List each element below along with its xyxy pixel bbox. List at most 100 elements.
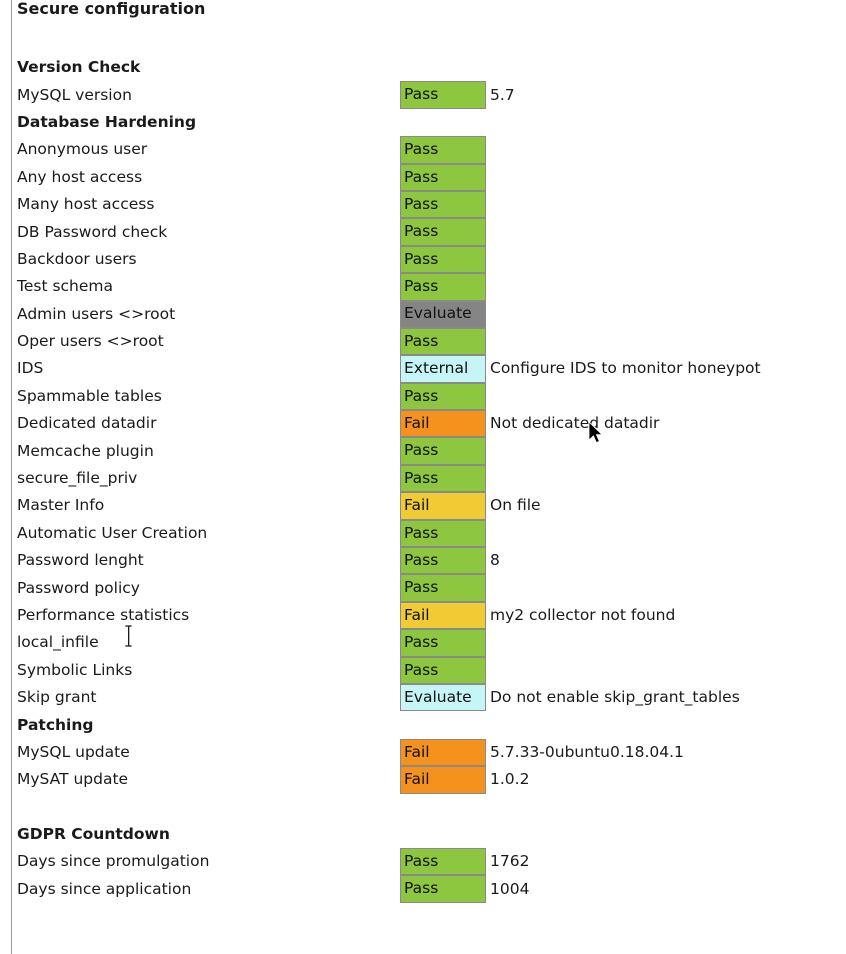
check-label: Any host access — [17, 167, 143, 186]
check-label: IDS — [17, 359, 44, 378]
section-heading-row: Patching — [12, 711, 846, 738]
status-badge: Pass — [400, 847, 486, 876]
status-cell: Pass — [400, 163, 486, 191]
check-label: Test schema — [17, 277, 114, 296]
check-row: Memcache plugin Pass — [12, 437, 846, 465]
check-label: Automatic User Creation — [17, 523, 208, 542]
status-cell: Pass — [400, 273, 486, 301]
check-row: Password policy Pass — [12, 574, 846, 602]
section-heading: Version Check — [17, 58, 141, 77]
check-detail: Do not enable skip_grant_tables — [490, 688, 740, 707]
status-badge: Pass — [400, 382, 486, 411]
check-label: local_infile — [17, 633, 99, 652]
section-heading: Patching — [17, 715, 94, 734]
status-cell: Fail — [400, 738, 486, 767]
status-cell: Pass — [400, 847, 486, 876]
section-heading: Database Hardening — [17, 112, 197, 131]
status-cell: Pass — [400, 190, 486, 219]
check-label: Days since application — [17, 879, 192, 898]
check-detail: 5.7.33-0ubuntu0.18.04.1 — [490, 742, 684, 761]
check-label: Master Info — [17, 496, 105, 515]
check-row: Master Info Fail On file — [12, 492, 846, 520]
check-label: Dedicated datadir — [17, 414, 157, 433]
status-cell: Pass — [400, 382, 486, 411]
status-cell: Pass — [400, 327, 486, 356]
status-badge: Evaluate — [400, 683, 486, 712]
check-row: Oper users <>root Pass — [12, 327, 846, 356]
section-spacer — [12, 794, 846, 821]
status-badge: Evaluate — [400, 300, 486, 328]
check-row: IDS External Configure IDS to monitor hone… — [12, 355, 846, 383]
check-row: Test schema Pass — [12, 273, 846, 301]
check-detail: 1004 — [490, 879, 530, 898]
check-row: Spammable tables Pass — [12, 382, 846, 411]
status-badge: Pass — [400, 519, 486, 548]
status-cell: Pass — [400, 574, 486, 602]
check-row: MySQL version Pass 5.7 — [12, 81, 846, 109]
status-badge: Pass — [400, 464, 486, 493]
status-badge: Fail — [400, 738, 486, 767]
status-badge: Fail — [400, 601, 486, 630]
status-badge: Pass — [400, 629, 486, 657]
check-label: Performance statistics — [17, 605, 190, 624]
status-badge: Pass — [400, 245, 486, 274]
check-label: Oper users <>root — [17, 332, 164, 351]
status-badge: Pass — [400, 327, 486, 356]
status-badge: Pass — [400, 218, 486, 246]
status-cell: Fail — [400, 601, 486, 630]
status-cell: Pass — [400, 245, 486, 274]
page-title-row: Secure configuration — [12, 0, 846, 34]
check-row: Admin users <>root Evaluate — [12, 300, 846, 328]
check-label: Password policy — [17, 578, 140, 597]
status-cell: Evaluate — [400, 300, 486, 328]
check-label: Backdoor users — [17, 249, 137, 268]
status-cell: Fail — [400, 410, 486, 438]
section-heading-row: GDPR Countdown — [12, 821, 846, 848]
status-cell: Pass — [400, 464, 486, 493]
sections-container: Version Check MySQL version Pass 5.7 Databas… — [12, 54, 846, 903]
check-label: Symbolic Links — [17, 660, 133, 679]
check-detail: 5.7 — [490, 85, 515, 104]
status-cell: External — [400, 355, 486, 383]
status-badge: Pass — [400, 437, 486, 465]
status-badge: Fail — [400, 766, 486, 794]
check-label: Days since promulgation — [17, 852, 210, 871]
status-cell: Pass — [400, 81, 486, 109]
status-badge: Fail — [400, 410, 486, 438]
check-label: Password lenght — [17, 551, 144, 570]
check-detail: 1.0.2 — [490, 770, 530, 789]
check-row: Skip grant Evaluate Do not enable skip_gra… — [12, 683, 846, 712]
status-cell: Pass — [400, 656, 486, 684]
status-badge: Fail — [400, 492, 486, 520]
check-row: Password lenght Pass 8 — [12, 547, 846, 575]
check-row: MySAT update Fail 1.0.2 — [12, 766, 846, 794]
status-badge: External — [400, 355, 486, 383]
check-row: Days since promulgation Pass 1762 — [12, 847, 846, 876]
status-cell: Pass — [400, 519, 486, 548]
section-heading-row: Version Check — [12, 54, 846, 81]
title-spacer — [12, 34, 846, 54]
status-cell: Pass — [400, 547, 486, 575]
check-detail: 1762 — [490, 852, 530, 871]
check-row: Symbolic Links Pass — [12, 656, 846, 684]
check-label: Memcache plugin — [17, 441, 154, 460]
check-row: Backdoor users Pass — [12, 245, 846, 274]
section-heading: GDPR Countdown — [17, 824, 170, 843]
check-detail: Configure IDS to monitor honeypot — [490, 359, 761, 378]
check-label: secure_file_priv — [17, 469, 138, 488]
check-detail: On file — [490, 496, 541, 515]
status-badge: Pass — [400, 136, 486, 164]
page-title: Secure configuration — [17, 0, 206, 18]
check-row: Many host access Pass — [12, 190, 846, 219]
check-detail: 8 — [490, 551, 500, 570]
check-row: Anonymous user Pass — [12, 136, 846, 164]
check-row: Dedicated datadir Fail Not dedicated datad… — [12, 410, 846, 438]
check-label: Many host access — [17, 195, 155, 214]
status-badge: Pass — [400, 875, 486, 903]
status-badge: Pass — [400, 163, 486, 191]
status-badge: Pass — [400, 656, 486, 684]
section-heading-row: Database Hardening — [12, 109, 846, 136]
check-row: Days since application Pass 1004 — [12, 875, 846, 903]
status-cell: Pass — [400, 437, 486, 465]
secure-configuration-report: Secure configuration Version Check MySQL … — [11, 0, 846, 954]
